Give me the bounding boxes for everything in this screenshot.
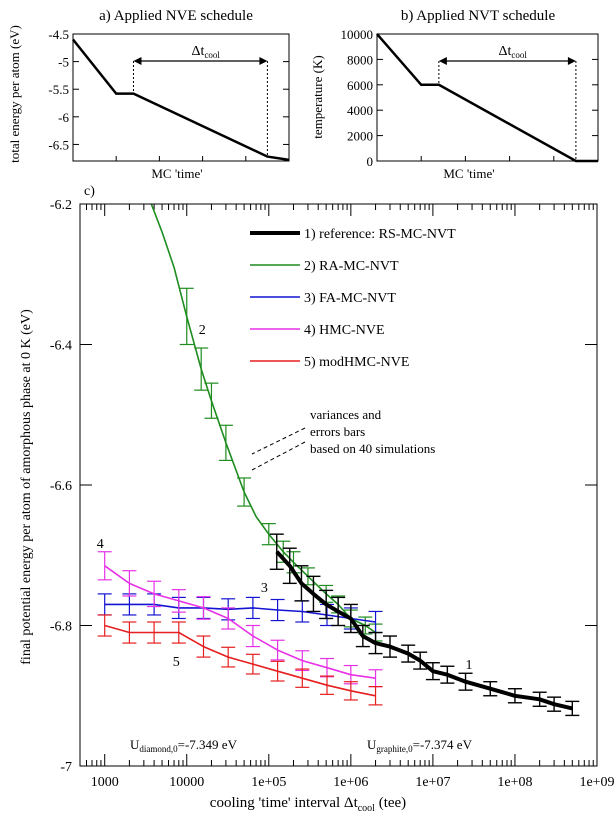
u-graphite-main: U — [367, 737, 377, 752]
u-graphite-rest: =-7.374 eV — [413, 737, 473, 752]
annotation-pointer-1 — [251, 427, 306, 455]
panel-a-xlabel: MC 'time' — [151, 166, 202, 181]
b-dt-arrow-head-left — [438, 57, 447, 65]
panel-a-frame — [72, 33, 290, 162]
annotation-pointer-2 — [251, 441, 306, 471]
series-2-line — [150, 204, 376, 634]
panel-a-dt-sub: cool — [204, 50, 220, 60]
series-5-line — [104, 624, 376, 697]
panel-c-frame — [79, 203, 598, 767]
annotation-line-2: errors bars — [310, 424, 365, 439]
panel-b-title: b) Applied NVT schedule — [401, 8, 556, 24]
c-ytick-label-0: -7 — [60, 760, 72, 775]
a-ytick-label-4: -6.5 — [48, 137, 69, 152]
series-2-tag: 2 — [199, 323, 206, 338]
legend-label-2: 2) RA-MC-NVT — [304, 259, 399, 274]
series-3-tag: 3 — [261, 581, 268, 596]
annotation-line-3: based on 40 simulations — [310, 441, 435, 456]
panel-a-ylabel: total energy per atom (eV) — [7, 25, 22, 163]
u-graphite-sub: graphite,0 — [376, 744, 413, 754]
panel-c-label: c) — [84, 184, 95, 199]
variance-annotation: variances and errors bars based on 40 si… — [251, 407, 435, 471]
panel-b-xlabel: MC 'time' — [443, 166, 494, 181]
u-graphite-label: Ugraphite,0=-7.374 eV — [367, 737, 473, 754]
panel-a-title: a) Applied NVE schedule — [99, 8, 253, 24]
u-diamond-label: Udiamond,0=-7.349 eV — [130, 737, 238, 754]
series-4-line — [104, 565, 376, 679]
panel-c-xlabel-sub: cool — [358, 803, 375, 814]
panel-c-ylabel: final potential energy per atom of amorp… — [19, 309, 34, 665]
b-ytick-label-3: 6000 — [347, 78, 373, 93]
a-ytick-label-3: -6 — [58, 110, 69, 125]
c-ytick-label-4: -6.2 — [50, 198, 72, 213]
c-xtick-label-0: 1000 — [91, 775, 119, 790]
panel-b-ylabel: temperature (K) — [310, 55, 325, 138]
panel-c: c) final potential energy per atom of am… — [19, 184, 615, 814]
series-1-tag: 1 — [466, 658, 473, 673]
panel-c-xlabel-main: cooling 'time' interval Δt — [210, 795, 359, 811]
legend-item-1: 1) reference: RS-MC-NVT — [250, 227, 456, 242]
c-xtick-label-4: 1e+07 — [415, 775, 450, 790]
b-schedule-line — [376, 33, 598, 163]
c-ytick-label-3: -6.4 — [50, 339, 72, 354]
series-3-line — [104, 603, 376, 623]
series-4 — [97, 551, 383, 688]
panel-b: b) Applied NVT schedule temperature (K) … — [310, 8, 599, 181]
c-xtick-label-2: 1e+05 — [251, 775, 286, 790]
b-ytick-label-2: 4000 — [347, 103, 373, 118]
c-xtick-label-6: 1e+09 — [579, 775, 614, 790]
legend-label-1: 1) reference: RS-MC-NVT — [304, 227, 456, 242]
a-ytick-label-0: -4.5 — [48, 27, 69, 42]
legend-label-3: 3) FA-MC-NVT — [304, 291, 396, 306]
series-4-tag: 4 — [97, 537, 104, 552]
a-dt-arrow-head-left — [133, 57, 142, 65]
legend-item-3: 3) FA-MC-NVT — [250, 291, 396, 306]
panel-b-frame — [376, 33, 599, 162]
panel-a-dt-label: Δt — [192, 44, 205, 59]
b-dt-arrow-head-right — [567, 57, 576, 65]
u-diamond-main: U — [130, 737, 140, 752]
c-xtick-label-5: 1e+08 — [497, 775, 532, 790]
b-ytick-label-1: 2000 — [347, 129, 373, 144]
series-1-line — [275, 550, 573, 711]
series-5 — [97, 614, 383, 706]
c-ytick-label-2: -6.6 — [50, 479, 72, 494]
c-xtick-label-1: 10000 — [169, 775, 204, 790]
legend-item-4: 4) HMC-NVE — [250, 323, 385, 338]
panel-a: a) Applied NVE schedule total energy per… — [7, 8, 290, 181]
annotation-line-1: variances and — [310, 407, 382, 422]
c-ytick-label-1: -6.8 — [50, 620, 72, 635]
legend-label-5: 5) modHMC-NVE — [304, 355, 409, 370]
b-ytick-label-5: 10000 — [341, 27, 374, 42]
c-plot-area — [97, 204, 580, 717]
a-dt-arrow-head-right — [259, 57, 268, 65]
a-ytick-label-2: -5.5 — [48, 82, 69, 97]
b-ytick-label-0: 0 — [367, 154, 374, 169]
c-xtick-label-3: 1e+06 — [333, 775, 368, 790]
u-diamond-sub: diamond,0 — [139, 744, 178, 754]
legend-item-2: 2) RA-MC-NVT — [250, 259, 399, 274]
legend-label-4: 4) HMC-NVE — [304, 323, 385, 338]
panel-c-xlabel-suffix: (tee) — [375, 795, 406, 811]
b-ytick-label-4: 8000 — [347, 52, 373, 67]
a-ytick-label-1: -5 — [58, 55, 69, 70]
series-1 — [269, 533, 580, 717]
panel-c-xlabel: cooling 'time' interval Δtcool (tee) — [210, 795, 406, 814]
a-schedule-line — [72, 38, 290, 162]
panel-b-dt-sub: cool — [511, 50, 527, 60]
u-diamond-rest: =-7.349 eV — [178, 737, 238, 752]
legend-item-5: 5) modHMC-NVE — [250, 355, 409, 370]
panel-b-dt-label: Δt — [498, 44, 511, 59]
series-5-tag: 5 — [173, 655, 180, 670]
